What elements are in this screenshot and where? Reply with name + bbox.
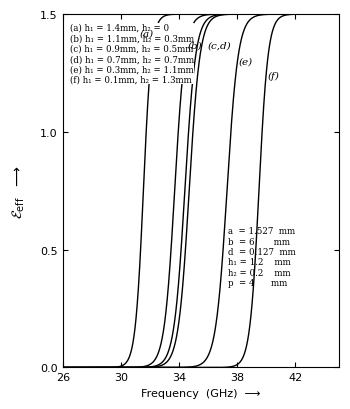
Text: (e): (e) [239, 58, 253, 67]
Text: (a): (a) [140, 29, 154, 38]
Text: $\mathcal{E}_{\mathrm{eff}}$  $\longrightarrow$: $\mathcal{E}_{\mathrm{eff}}$ $\longright… [10, 164, 27, 218]
Text: (f): (f) [267, 72, 279, 81]
Text: a  = 1.527  mm
b  = 6       mm
d  = 0.127  mm
h₁ = 1.2    mm
h₂ = 0.2    mm
p  =: a = 1.527 mm b = 6 mm d = 0.127 mm h₁ = … [229, 227, 296, 288]
Text: (c,d): (c,d) [208, 41, 231, 50]
Text: (a) h₁ = 1.4mm, h₂ = 0
(b) h₁ = 1.1mm, h₂ = 0.3mm
(c) h₁ = 0.9mm, h₂ = 0.5mm
(d): (a) h₁ = 1.4mm, h₂ = 0 (b) h₁ = 1.1mm, h… [70, 24, 194, 85]
Text: (b): (b) [188, 41, 202, 50]
X-axis label: Frequency  (GHz)  ⟶: Frequency (GHz) ⟶ [141, 388, 260, 398]
